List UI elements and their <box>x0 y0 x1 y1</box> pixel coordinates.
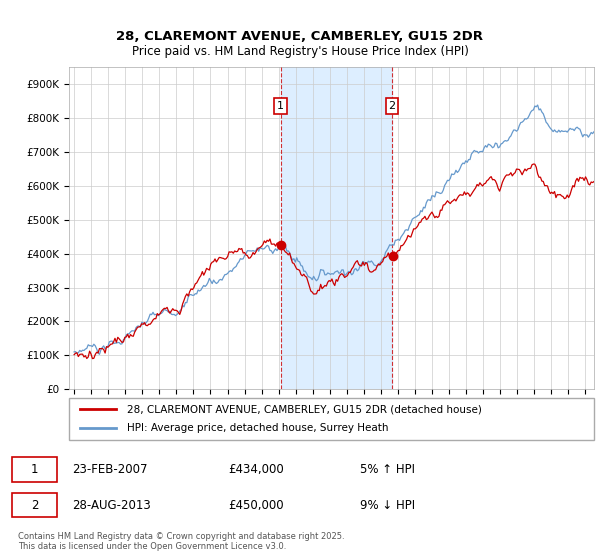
Text: 28, CLAREMONT AVENUE, CAMBERLEY, GU15 2DR: 28, CLAREMONT AVENUE, CAMBERLEY, GU15 2D… <box>116 30 484 43</box>
Text: £450,000: £450,000 <box>228 499 284 512</box>
FancyBboxPatch shape <box>69 398 594 440</box>
Text: Contains HM Land Registry data © Crown copyright and database right 2025.
This d: Contains HM Land Registry data © Crown c… <box>18 532 344 551</box>
Text: 1: 1 <box>277 101 284 111</box>
Text: 2: 2 <box>31 499 38 512</box>
Text: 28, CLAREMONT AVENUE, CAMBERLEY, GU15 2DR (detached house): 28, CLAREMONT AVENUE, CAMBERLEY, GU15 2D… <box>127 404 482 414</box>
Text: Price paid vs. HM Land Registry's House Price Index (HPI): Price paid vs. HM Land Registry's House … <box>131 45 469 58</box>
Text: 9% ↓ HPI: 9% ↓ HPI <box>360 499 415 512</box>
FancyBboxPatch shape <box>12 458 57 482</box>
Text: £434,000: £434,000 <box>228 463 284 476</box>
Text: HPI: Average price, detached house, Surrey Heath: HPI: Average price, detached house, Surr… <box>127 423 388 433</box>
Text: 1: 1 <box>31 463 38 476</box>
Text: 2: 2 <box>388 101 395 111</box>
Text: 28-AUG-2013: 28-AUG-2013 <box>72 499 151 512</box>
Text: 23-FEB-2007: 23-FEB-2007 <box>72 463 148 476</box>
FancyBboxPatch shape <box>12 493 57 517</box>
Bar <box>281 67 392 389</box>
Text: 5% ↑ HPI: 5% ↑ HPI <box>360 463 415 476</box>
